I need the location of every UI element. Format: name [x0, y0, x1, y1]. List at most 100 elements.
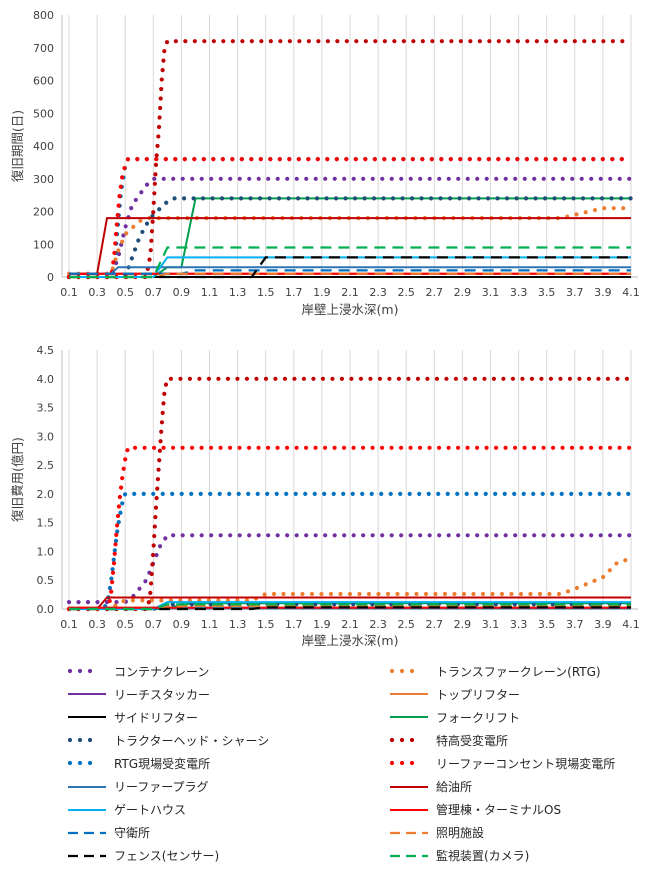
x-tick-label: 0.9	[173, 286, 191, 299]
legend-swatch	[64, 851, 110, 861]
y-tick-label: 2.0	[37, 488, 55, 501]
legend-label: フォークリフト	[436, 709, 520, 726]
legend-item: 特高受変電所	[386, 731, 508, 749]
legend-swatch	[64, 735, 110, 745]
legend-swatch	[386, 712, 432, 722]
y-axis-label: 復旧期間(日)	[10, 110, 25, 182]
legend-swatch	[386, 851, 432, 861]
y-tick-label: 800	[33, 9, 54, 22]
legend-label: コンテナクレーン	[114, 663, 209, 680]
x-tick-label: 2.3	[369, 618, 387, 631]
y-tick-label: 100	[33, 238, 54, 251]
legend-swatch	[64, 666, 110, 676]
chart-2: 0.1 0.3 0.5 0.7 0.9 1.1 1.3 1.5 1.7 1.9 2.1 2.3 2.5 2…	[10, 344, 640, 648]
x-tick-label: 2.9	[454, 286, 472, 299]
legend-swatch	[64, 782, 110, 792]
x-tick-label: 4.1	[622, 618, 640, 631]
x-tick-label: 2.7	[426, 286, 444, 299]
x-tick-label: 3.1	[482, 618, 500, 631]
legend-swatch	[386, 782, 432, 792]
y-tick-label: 0	[47, 271, 54, 284]
x-tick-label: 0.7	[145, 286, 163, 299]
legend-item: 監視装置(カメラ)	[386, 847, 529, 865]
legend-label: 守衛所	[114, 824, 150, 841]
legend-swatch	[386, 758, 432, 768]
legend-label: リーチスタッカー	[114, 686, 210, 703]
legend-item: RTG現場受変電所	[64, 754, 210, 772]
legend-label: 特高受変電所	[436, 732, 508, 749]
legend-item: 照明施設	[386, 824, 484, 842]
legend-label: 照明施設	[436, 824, 484, 841]
y-tick-label: 0.0	[37, 603, 55, 616]
y-tick-label: 4.5	[37, 344, 55, 357]
legend-swatch	[386, 735, 432, 745]
x-tick-label: 0.1	[60, 286, 78, 299]
legend-swatch	[64, 828, 110, 838]
y-tick-label: 200	[33, 206, 54, 219]
legend-item: トラクターヘッド・シャーシ	[64, 731, 269, 749]
x-tick-label: 1.7	[285, 286, 303, 299]
x-tick-label: 2.5	[397, 618, 415, 631]
legend-label: 給油所	[436, 778, 472, 795]
x-tick-label: 1.9	[313, 286, 331, 299]
x-tick-label: 2.1	[341, 286, 359, 299]
y-tick-label: 700	[33, 42, 54, 55]
x-tick-label: 1.7	[285, 618, 303, 631]
x-tick-label: 1.3	[229, 618, 247, 631]
x-tick-label: 0.3	[88, 618, 106, 631]
x-tick-label: 1.9	[313, 618, 331, 631]
x-tick-label: 0.7	[145, 618, 163, 631]
legend-label: フェンス(センサー)	[114, 847, 219, 864]
x-tick-label: 3.5	[538, 286, 556, 299]
legend-swatch	[386, 666, 432, 676]
legend-item: 守衛所	[64, 824, 150, 842]
legend-item: フェンス(センサー)	[64, 847, 219, 865]
y-tick-label: 0.5	[37, 574, 55, 587]
y-tick-label: 3.5	[37, 402, 55, 415]
legend-label: トランスファークレーン(RTG)	[436, 663, 601, 680]
x-tick-label: 0.5	[116, 618, 134, 631]
x-tick-label: 3.7	[566, 618, 584, 631]
y-tick-label: 3.0	[37, 430, 55, 443]
x-tick-label: 4.1	[622, 286, 640, 299]
legend-item: サイドリフター	[64, 708, 198, 726]
x-tick-label: 0.1	[60, 618, 78, 631]
legend-label: リーファープラグ	[114, 778, 209, 795]
legend-label: RTG現場受変電所	[114, 755, 210, 772]
y-tick-label: 300	[33, 173, 54, 186]
y-axis-label: 復旧費用(億円)	[10, 437, 25, 522]
legend-label: 監視装置(カメラ)	[436, 847, 529, 864]
legend-label: リーファーコンセント現場変電所	[436, 755, 615, 772]
x-tick-label: 0.5	[116, 286, 134, 299]
legend-label: 管理棟・ターミナルOS	[436, 801, 561, 818]
legend-item: コンテナクレーン	[64, 662, 209, 680]
legend-label: トラクターヘッド・シャーシ	[114, 732, 269, 749]
legend-swatch	[64, 689, 110, 699]
x-tick-label: 2.5	[397, 286, 415, 299]
x-tick-label: 1.5	[257, 286, 275, 299]
legend-swatch	[386, 828, 432, 838]
legend-label: トップリフター	[436, 686, 520, 703]
x-axis-label: 岸壁上浸水深(m)	[302, 633, 399, 648]
legend-item: トップリフター	[386, 685, 520, 703]
x-axis-label: 岸壁上浸水深(m)	[302, 302, 399, 317]
legend-swatch	[64, 712, 110, 722]
x-tick-label: 0.3	[88, 286, 106, 299]
legend-swatch	[64, 758, 110, 768]
x-tick-label: 0.9	[173, 618, 191, 631]
legend-item: フォークリフト	[386, 708, 520, 726]
legend-item: リーファーコンセント現場変電所	[386, 754, 615, 772]
legend-item: トランスファークレーン(RTG)	[386, 662, 601, 680]
legend-swatch	[386, 805, 432, 815]
legend-item: リーファープラグ	[64, 778, 209, 796]
x-tick-label: 3.3	[510, 618, 528, 631]
x-tick-label: 2.3	[369, 286, 387, 299]
y-tick-label: 4.0	[37, 373, 55, 386]
y-tick-label: 2.5	[37, 459, 55, 472]
y-tick-label: 1.5	[37, 517, 55, 530]
y-tick-label: 400	[33, 140, 54, 153]
x-tick-label: 2.1	[341, 618, 359, 631]
x-tick-label: 3.1	[482, 286, 500, 299]
legend-label: サイドリフター	[114, 709, 198, 726]
legend-item: 管理棟・ターミナルOS	[386, 801, 561, 819]
